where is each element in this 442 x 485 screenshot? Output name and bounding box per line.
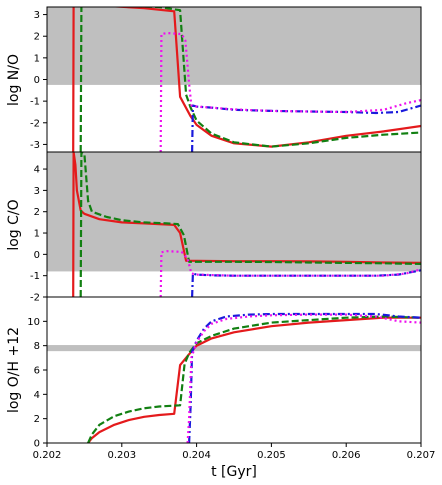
- x-tick-label: 0.204: [182, 450, 211, 461]
- panel-log-co: -2 -1 0 1 2 3 4 log C/O: [6, 151, 422, 304]
- ylabel-log-co: log C/O: [6, 199, 22, 250]
- y-tick-label-co: -2: [30, 293, 40, 304]
- series-line-oh-green-dashed: [87, 315, 421, 443]
- y-tick-label-oh: 0: [34, 439, 40, 450]
- y-tick-label-oh: 6: [34, 366, 40, 377]
- y-tick-label-oh: 10: [27, 317, 40, 328]
- shaded-band-no: [47, 7, 421, 85]
- ylabel-log-no: log N/O: [6, 54, 22, 106]
- y-tick-label-co: -1: [30, 271, 40, 282]
- y-tick-label-no: -2: [30, 118, 40, 129]
- series-line-no-green-dashed: [79, 7, 421, 152]
- y-tick-label-oh: 4: [34, 390, 40, 401]
- series-line-oh-blue-dashdot: [188, 312, 421, 443]
- y-tick-label-no: -3: [30, 140, 40, 151]
- y-tick-label-co: 2: [34, 207, 40, 218]
- y-tick-label-co: 0: [34, 250, 40, 261]
- panel-log-oh: 0 2 4 6 8 10 log O/H +12: [6, 296, 422, 450]
- series-line-co-red-solid: [72, 152, 421, 297]
- x-axis-label: t [Gyr]: [211, 464, 257, 480]
- y-tick-label-no: 1: [34, 53, 40, 64]
- x-tick-label: 0.205: [257, 450, 286, 461]
- series-line-oh-magenta-dotted: [186, 313, 421, 443]
- x-tick-label: 0.202: [33, 450, 62, 461]
- x-tick-label: 0.203: [107, 450, 136, 461]
- x-tick-label: 0.206: [332, 450, 361, 461]
- x-axis: 0.202 0.203 0.204 0.205 0.206 0.207: [33, 443, 436, 461]
- x-tick-label: 0.207: [407, 450, 436, 461]
- y-tick-label-no: -1: [30, 97, 40, 108]
- series-line-co-magenta-dotted: [159, 250, 421, 297]
- y-tick-label-co: 1: [34, 229, 40, 240]
- series-line-no-magenta-dotted: [159, 31, 421, 152]
- y-tick-label-co: 3: [34, 186, 40, 197]
- ylabel-log-oh: log O/H +12: [6, 327, 22, 413]
- panel-frame-oh: [46, 296, 422, 444]
- series-line-oh-red-solid: [87, 316, 421, 443]
- y-tick-label-oh: 8: [34, 341, 40, 352]
- y-tick-label-co: 4: [34, 165, 40, 176]
- shaded-band-co: [47, 152, 421, 272]
- y-tick-label-no: 3: [34, 10, 40, 21]
- y-tick-label-oh: 2: [34, 414, 40, 425]
- y-tick-label-no: 2: [34, 32, 40, 43]
- shaded-band-oh: [47, 345, 421, 352]
- y-tick-label-no: 0: [34, 75, 40, 86]
- series-line-co-green-dashed: [79, 152, 421, 297]
- panel-log-no: -3 -2 -1 0 1 2 3 log N/O: [6, 6, 422, 153]
